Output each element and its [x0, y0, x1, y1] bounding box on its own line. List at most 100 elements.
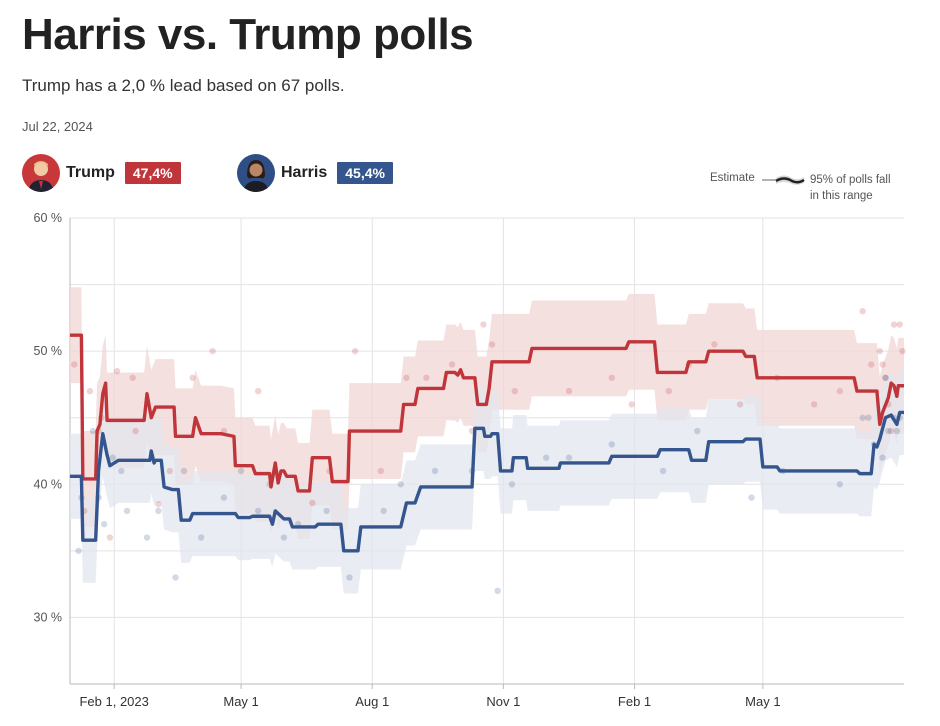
- poll-dot-trump: [488, 341, 496, 348]
- legend-range-line2: in this range: [810, 190, 873, 202]
- poll-dot-harris: [237, 467, 245, 475]
- poll-dot-harris: [172, 574, 179, 581]
- poll-dot-trump: [132, 427, 139, 435]
- poll-dot-trump: [628, 401, 635, 408]
- poll-dot-harris: [143, 534, 151, 541]
- poll-dot-harris: [893, 427, 901, 435]
- poll-dot-harris: [836, 481, 844, 488]
- poll-dot-harris: [118, 467, 125, 475]
- poll-dot-trump: [890, 321, 898, 328]
- poll-dot-harris: [280, 534, 288, 541]
- poll-dot-harris: [101, 521, 108, 528]
- poll-chart: 60 % 50 % 40 % 30 % Feb 1, 2023 May 1 Aug 1 Nov…: [34, 211, 906, 709]
- poll-dot-trump: [882, 374, 889, 381]
- poll-dot-trump: [377, 467, 384, 475]
- poll-dot-trump: [189, 374, 196, 381]
- poll-dot-trump: [836, 387, 844, 395]
- legend-range-label: 95% of polls fall in this range: [810, 172, 891, 204]
- poll-dot-trump: [480, 321, 487, 328]
- poll-dot-harris: [89, 427, 97, 435]
- legend-swatch-icon: [762, 175, 805, 185]
- poll-dot-trump: [309, 499, 316, 507]
- poll-dot-harris: [859, 414, 866, 421]
- poll-dot-harris: [565, 454, 573, 461]
- poll-dot-trump: [711, 341, 718, 348]
- poll-dot-trump: [209, 347, 216, 355]
- poll-dot-trump: [899, 347, 906, 355]
- candidate-harris: Harris 45,4%: [237, 153, 393, 193]
- poll-dot-harris: [380, 507, 387, 515]
- poll-dot-trump: [859, 308, 866, 315]
- poll-dot-trump: [448, 361, 456, 368]
- poll-dot-harris: [865, 414, 872, 421]
- poll-dot-harris: [885, 427, 892, 435]
- poll-dot-trump: [868, 361, 875, 368]
- poll-dot-trump: [879, 361, 886, 368]
- poll-dot-trump: [887, 427, 895, 435]
- x-tick-label: Feb 1: [618, 694, 651, 709]
- poll-dot-trump: [86, 387, 94, 395]
- poll-dot-harris: [109, 454, 116, 461]
- x-tick-label: May 1: [223, 694, 258, 709]
- poll-dot-harris: [75, 547, 82, 555]
- poll-dot-trump: [403, 374, 410, 381]
- poll-dot-trump: [71, 361, 78, 368]
- trump-avatar: [22, 154, 60, 192]
- poll-dot-harris: [879, 454, 886, 461]
- poll-dot-harris: [155, 507, 162, 515]
- poll-dot-harris: [197, 534, 205, 541]
- y-tick-label: 40 %: [34, 477, 63, 491]
- poll-dot-trump: [565, 387, 573, 395]
- chart-legend: Estimate 95% of polls fall in this range: [704, 170, 934, 204]
- page-subtitle: Trump has a 2,0 % lead based on 67 polls…: [22, 76, 345, 95]
- poll-dot-harris: [694, 427, 701, 435]
- y-tick-label: 50 %: [34, 344, 63, 358]
- x-tick-label: Feb 1, 2023: [79, 694, 148, 709]
- page-title: Harris vs. Trump polls: [22, 10, 474, 59]
- poll-dot-harris: [508, 481, 516, 488]
- estimate-line-trump: [70, 333, 904, 493]
- range-band-harris: [70, 369, 904, 594]
- x-tick-label: Nov 1: [486, 694, 520, 709]
- poll-dot-trump: [511, 387, 518, 395]
- poll-dot-harris: [323, 507, 330, 515]
- x-tick-label: May 1: [745, 694, 780, 709]
- legend-estimate-label: Estimate: [710, 172, 755, 184]
- poll-dot-trump: [665, 387, 672, 395]
- poll-dot-harris: [346, 574, 353, 581]
- candidate-trump: Trump 47,4%: [22, 153, 181, 193]
- poll-dot-harris: [542, 454, 550, 461]
- candidate-value-badge: 47,4%: [124, 162, 181, 184]
- y-tick-label: 30 %: [34, 610, 63, 624]
- poll-dot-harris: [608, 441, 615, 448]
- poll-dot-trump: [423, 374, 430, 381]
- candidate-name: Trump: [66, 164, 115, 181]
- y-tick-label: 60 %: [34, 211, 63, 225]
- poll-dot-harris: [180, 467, 188, 475]
- estimate-line-harris: [70, 410, 904, 553]
- legend-range-line1: 95% of polls fall: [810, 174, 891, 186]
- poll-dot-trump: [608, 374, 615, 381]
- poll-dot-trump: [876, 347, 883, 355]
- update-date: Jul 22, 2024: [22, 119, 93, 134]
- poll-dot-trump: [254, 387, 262, 395]
- candidate-name: Harris: [281, 164, 328, 181]
- poll-dot-trump: [351, 347, 359, 355]
- x-tick-label: Aug 1: [355, 694, 389, 709]
- poll-dot-harris: [254, 507, 262, 515]
- poll-dot-harris: [397, 481, 404, 488]
- poll-dot-trump: [166, 467, 173, 475]
- poll-dot-trump: [106, 534, 114, 541]
- harris-avatar: [237, 154, 275, 192]
- candidate-value-badge: 45,4%: [337, 162, 393, 184]
- person-icon: [243, 160, 269, 192]
- poll-dot-trump: [810, 401, 818, 408]
- poll-dot-trump: [113, 367, 121, 375]
- poll-dot-harris: [123, 507, 131, 515]
- poll-dot-trump: [736, 401, 744, 408]
- poll-dot-trump: [896, 321, 903, 328]
- poll-dot-harris: [659, 467, 667, 475]
- poll-dot-harris: [748, 494, 755, 501]
- poll-dot-harris: [494, 587, 501, 594]
- poll-dot-harris: [882, 374, 889, 381]
